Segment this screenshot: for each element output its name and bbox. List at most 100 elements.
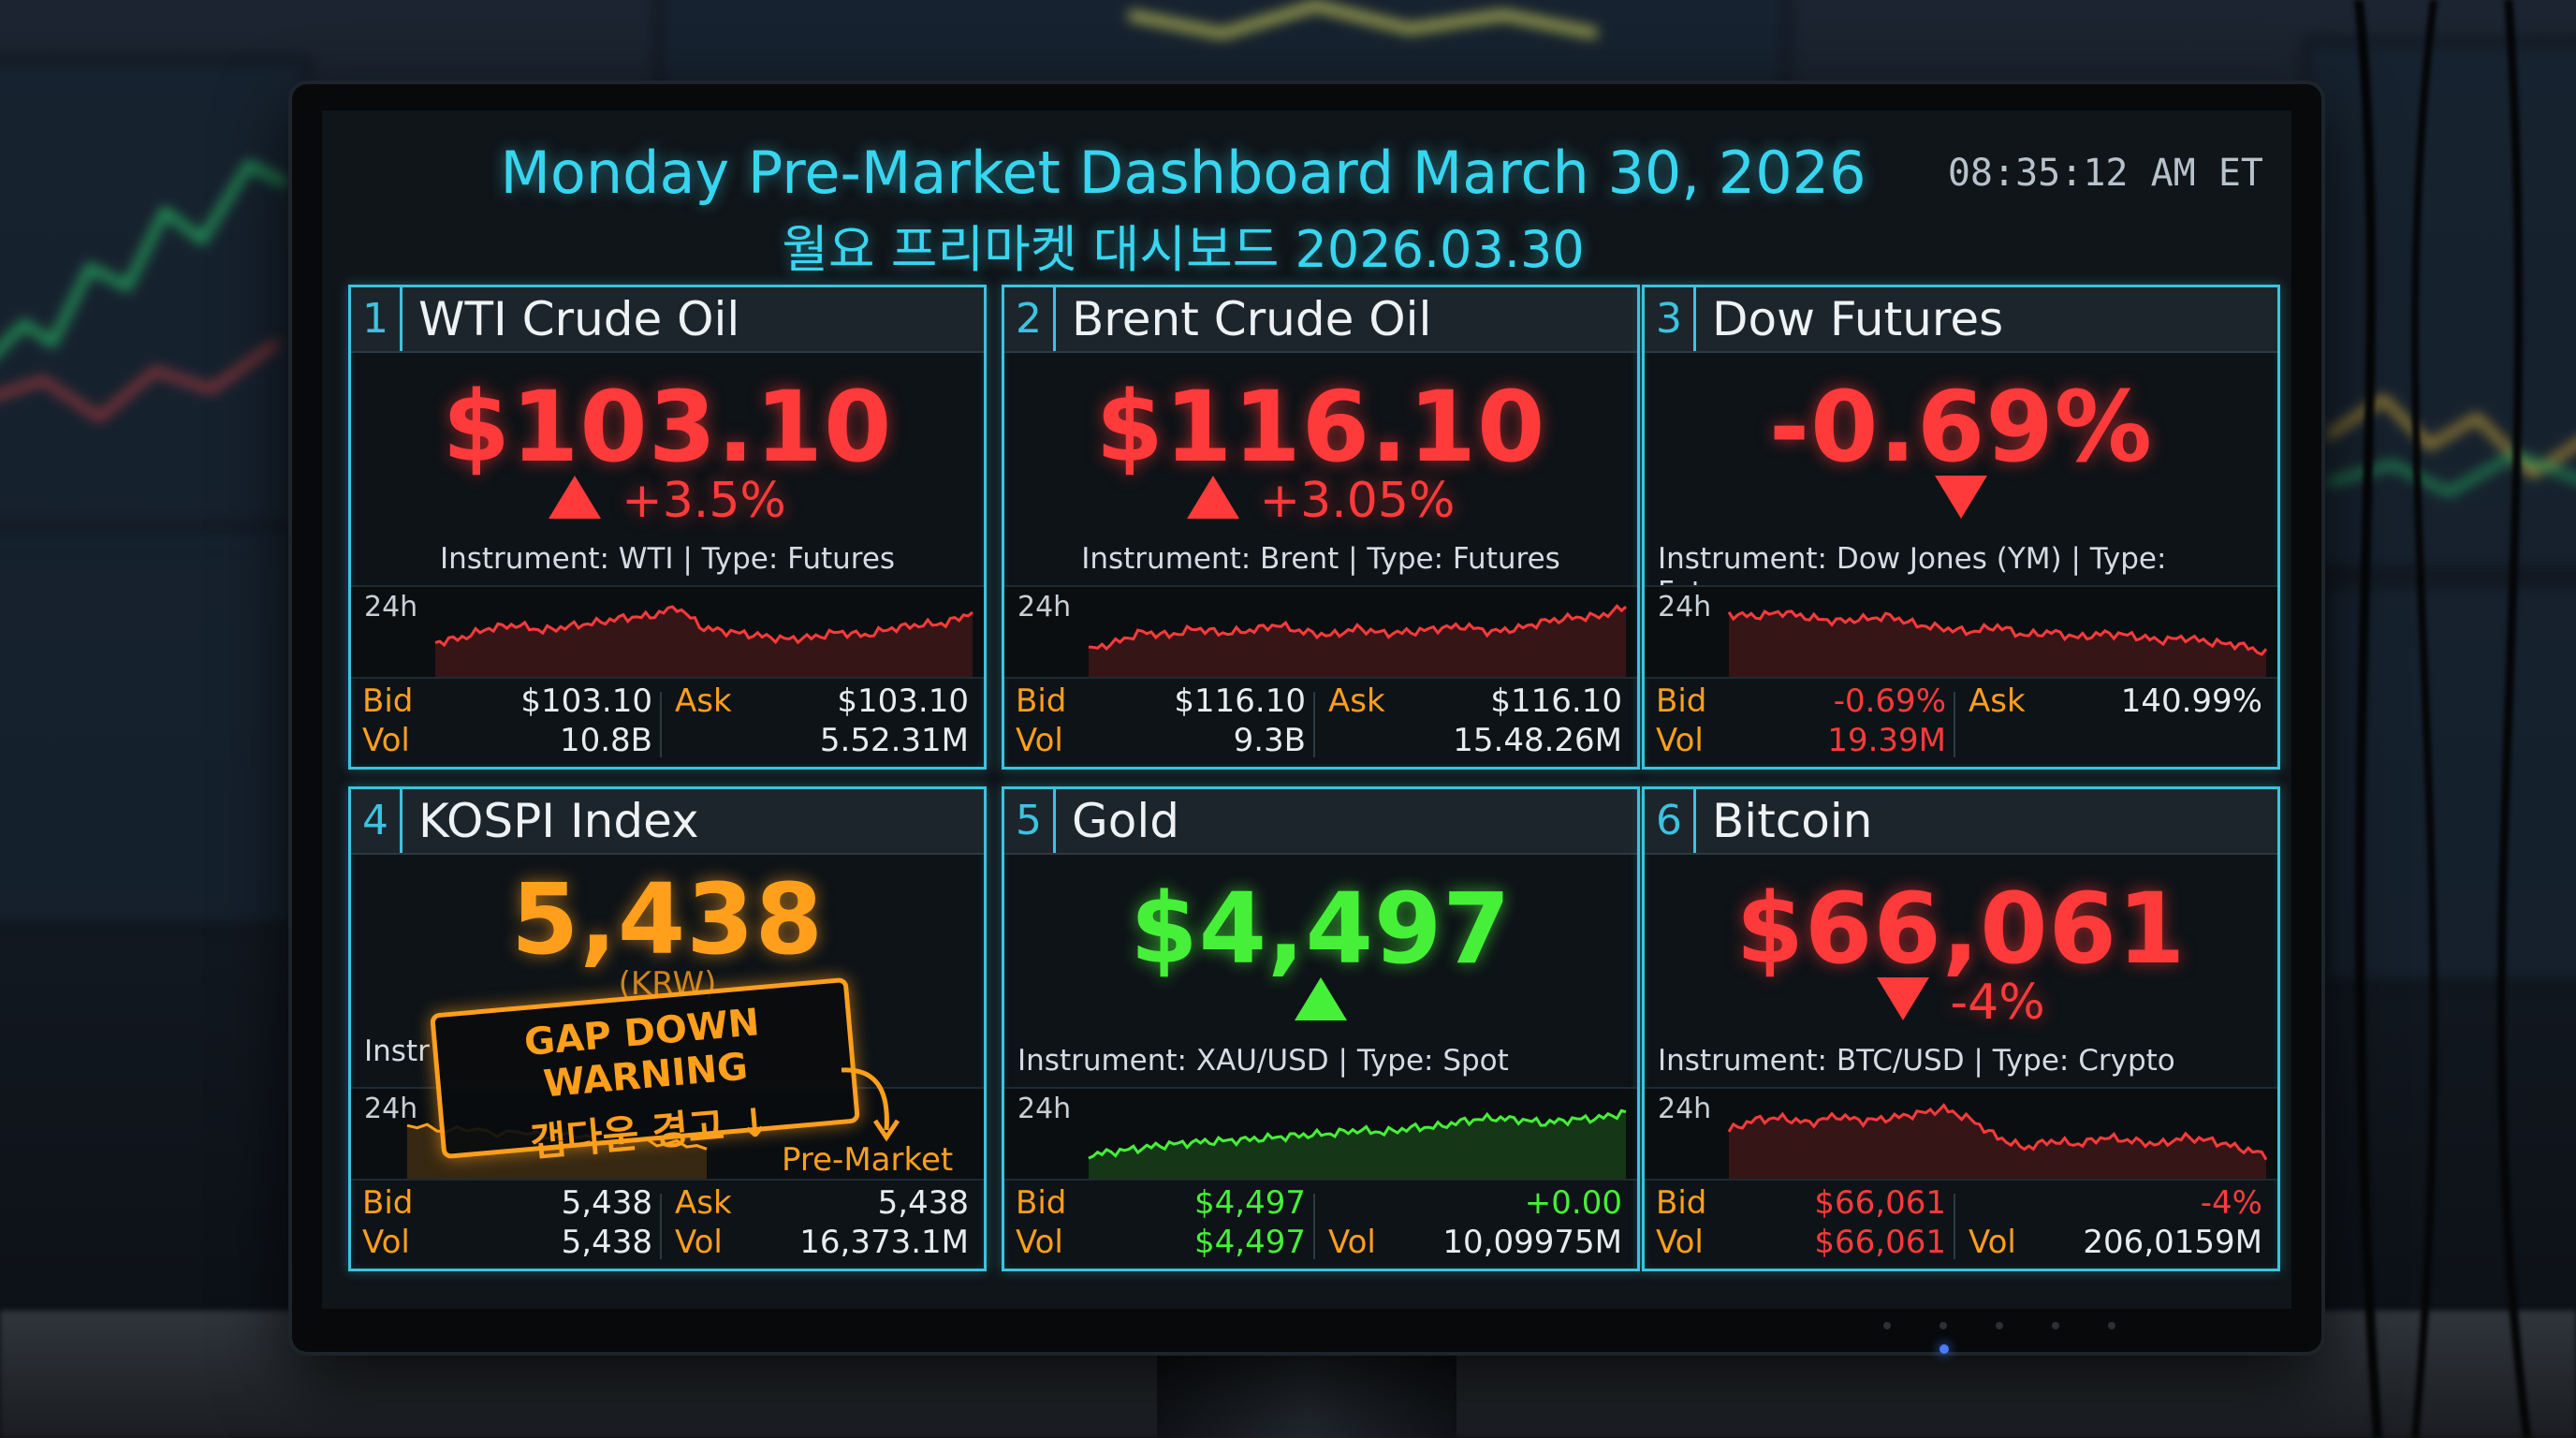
panel-title: Dow Futures [1712, 292, 2004, 346]
sparkline-chart[interactable]: 24h [1004, 1087, 1637, 1181]
panel-header: 5 Gold [1004, 789, 1637, 855]
bezel-button[interactable] [1883, 1322, 1891, 1329]
bid-label: Bid [1656, 682, 1707, 720]
sparkline-line [1088, 604, 1627, 652]
sparkline-chart[interactable]: 24h [1004, 585, 1637, 679]
vol-label: Vol [1656, 1224, 1704, 1261]
vol-label: Vol [1656, 722, 1704, 759]
power-led [1939, 1344, 1949, 1354]
arrow-up-icon [549, 476, 602, 519]
divider [1954, 1194, 1955, 1259]
divider [660, 692, 662, 757]
sparkline-chart[interactable]: 24h [1645, 585, 2277, 679]
change-indicator [1645, 473, 2277, 529]
panel-brent-crude[interactable]: 2 Brent Crude Oil $116.10 +3.05% Instrum… [1002, 285, 1640, 770]
panel-title: Brent Crude Oil [1072, 292, 1432, 346]
instrument-info: Instr [364, 1034, 430, 1068]
sparkline-svg [1727, 1103, 2268, 1179]
vol2-label: Vol [675, 1224, 723, 1261]
sparkline-area [1729, 1105, 2266, 1179]
ask-value: $116.10 [1490, 682, 1622, 720]
quote-stats: Bid $116.10 Vol 9.3B Ask $116.10 15.48.2… [1004, 682, 1637, 763]
chart-period-label: 24h [1017, 591, 1072, 624]
instrument-info: Instrument: Brent | Type: Futures [1081, 542, 1560, 576]
change-indicator: +3.5% [351, 473, 984, 529]
clock: 08:35:12 AM ET [1947, 152, 2263, 195]
bid-value: 5,438 [561, 1184, 652, 1222]
sparkline-area [1729, 610, 2266, 677]
vol-value: $4,497 [1194, 1224, 1306, 1261]
vol2-value: 206,0159M [2083, 1224, 2262, 1261]
vol-label: Vol [1016, 1224, 1063, 1261]
vol2-label: Vol [1969, 1224, 2016, 1261]
change-value: -4% [1950, 975, 2045, 1031]
price-value: $4,497 [1130, 872, 1512, 986]
panel-title: Bitcoin [1712, 794, 1873, 848]
change-indicator [1004, 975, 1637, 1031]
background-monitor-left [0, 56, 311, 554]
panel-title: Gold [1072, 794, 1179, 848]
chart-period-label: 24h [364, 1093, 418, 1125]
vol-value: 5,438 [561, 1224, 652, 1261]
change-value: +3.05% [1259, 473, 1456, 529]
pre-market-label: Pre-Market [782, 1141, 954, 1179]
sparkline-svg [434, 605, 973, 677]
sparkline-chart[interactable]: 24h [351, 585, 984, 679]
sparkline-line [1088, 1108, 1627, 1160]
ask-value: 5,438 [877, 1184, 969, 1222]
bid-value: -0.69% [1833, 682, 1946, 720]
quote-stats: Bid $103.10 Vol 10.8B Ask $103.10 5.52.3… [351, 682, 984, 763]
dashboard-screen: Monday Pre-Market Dashboard March 30, 20… [322, 110, 2291, 1309]
chart-period-label: 24h [364, 591, 418, 624]
vol-label: Vol [362, 1224, 410, 1261]
price-value: $66,061 [1735, 872, 2187, 986]
sparkline-svg [1088, 604, 1627, 677]
panel-header: 3 Dow Futures [1645, 287, 2277, 353]
bid-value: $116.10 [1174, 682, 1306, 720]
panel-header: 6 Bitcoin [1645, 789, 2277, 855]
monitor: Monday Pre-Market Dashboard March 30, 20… [292, 84, 2321, 1352]
panel-kospi-index[interactable]: 4 KOSPI Index 5,438 (KRW) Instr GAP DOWN… [348, 786, 987, 1271]
ask-value: 140.99% [2120, 682, 2262, 720]
panel-header: 2 Brent Crude Oil [1004, 287, 1637, 353]
sparkline-chart[interactable]: 24h [1645, 1087, 2277, 1181]
panel-number: 5 [1004, 789, 1056, 853]
bezel-button[interactable] [1939, 1322, 1947, 1329]
vol2-value: 15.48.26M [1453, 722, 1622, 759]
monitor-stand [1157, 1352, 1456, 1438]
change-indicator: -4% [1645, 975, 2277, 1031]
bid-value: $103.10 [520, 682, 652, 720]
bezel-button[interactable] [1996, 1322, 2003, 1329]
panel-number: 1 [351, 287, 402, 351]
panel-number: 4 [351, 789, 402, 853]
sparkline-svg [1727, 609, 2268, 677]
chart-period-label: 24h [1658, 1093, 1712, 1125]
bid-label: Bid [362, 1184, 414, 1222]
divider [1313, 692, 1315, 757]
panel-wti-crude[interactable]: 1 WTI Crude Oil $103.10 +3.5% Instrument… [348, 285, 987, 770]
arrow-up-icon [1186, 476, 1239, 519]
bezel-button[interactable] [2108, 1322, 2115, 1329]
vol-value: 10.8B [559, 722, 652, 759]
ask-label: Ask [675, 1184, 732, 1222]
vol2-value: 5.52.31M [819, 722, 969, 759]
arrow-down-icon [1877, 977, 1930, 1020]
ask-label: Ask [1328, 682, 1385, 720]
page-title: Monday Pre-Market Dashboard March 30, 20… [500, 139, 1866, 207]
vol2-label: Vol [1328, 1224, 1376, 1261]
panel-gold[interactable]: 5 Gold $4,497 Instrument: XAU/USD | Type… [1002, 786, 1640, 1271]
panel-bitcoin[interactable]: 6 Bitcoin $66,061 -4% Instrument: BTC/US… [1642, 786, 2280, 1271]
sparkline-svg [1088, 1108, 1627, 1179]
panel-number: 2 [1004, 287, 1056, 351]
quote-stats: Bid $66,061 Vol $66,061 -4% Vol 206,0159… [1645, 1184, 2277, 1265]
panel-dow-futures[interactable]: 3 Dow Futures -0.69% Instrument: Dow Jon… [1642, 285, 2280, 770]
vol-label: Vol [362, 722, 410, 759]
bezel-button[interactable] [2052, 1322, 2059, 1329]
sparkline-area [435, 607, 973, 677]
panel-number: 3 [1645, 287, 1696, 351]
quote-stats: Bid 5,438 Vol 5,438 Ask 5,438 Vol 16,373… [351, 1184, 984, 1265]
price-value: $116.10 [1095, 370, 1546, 484]
page-subtitle-korean: 월요 프리마켓 대시보드 2026.03.30 [782, 220, 1585, 279]
ask-label: Ask [675, 682, 732, 720]
panel-header: 1 WTI Crude Oil [351, 287, 984, 353]
